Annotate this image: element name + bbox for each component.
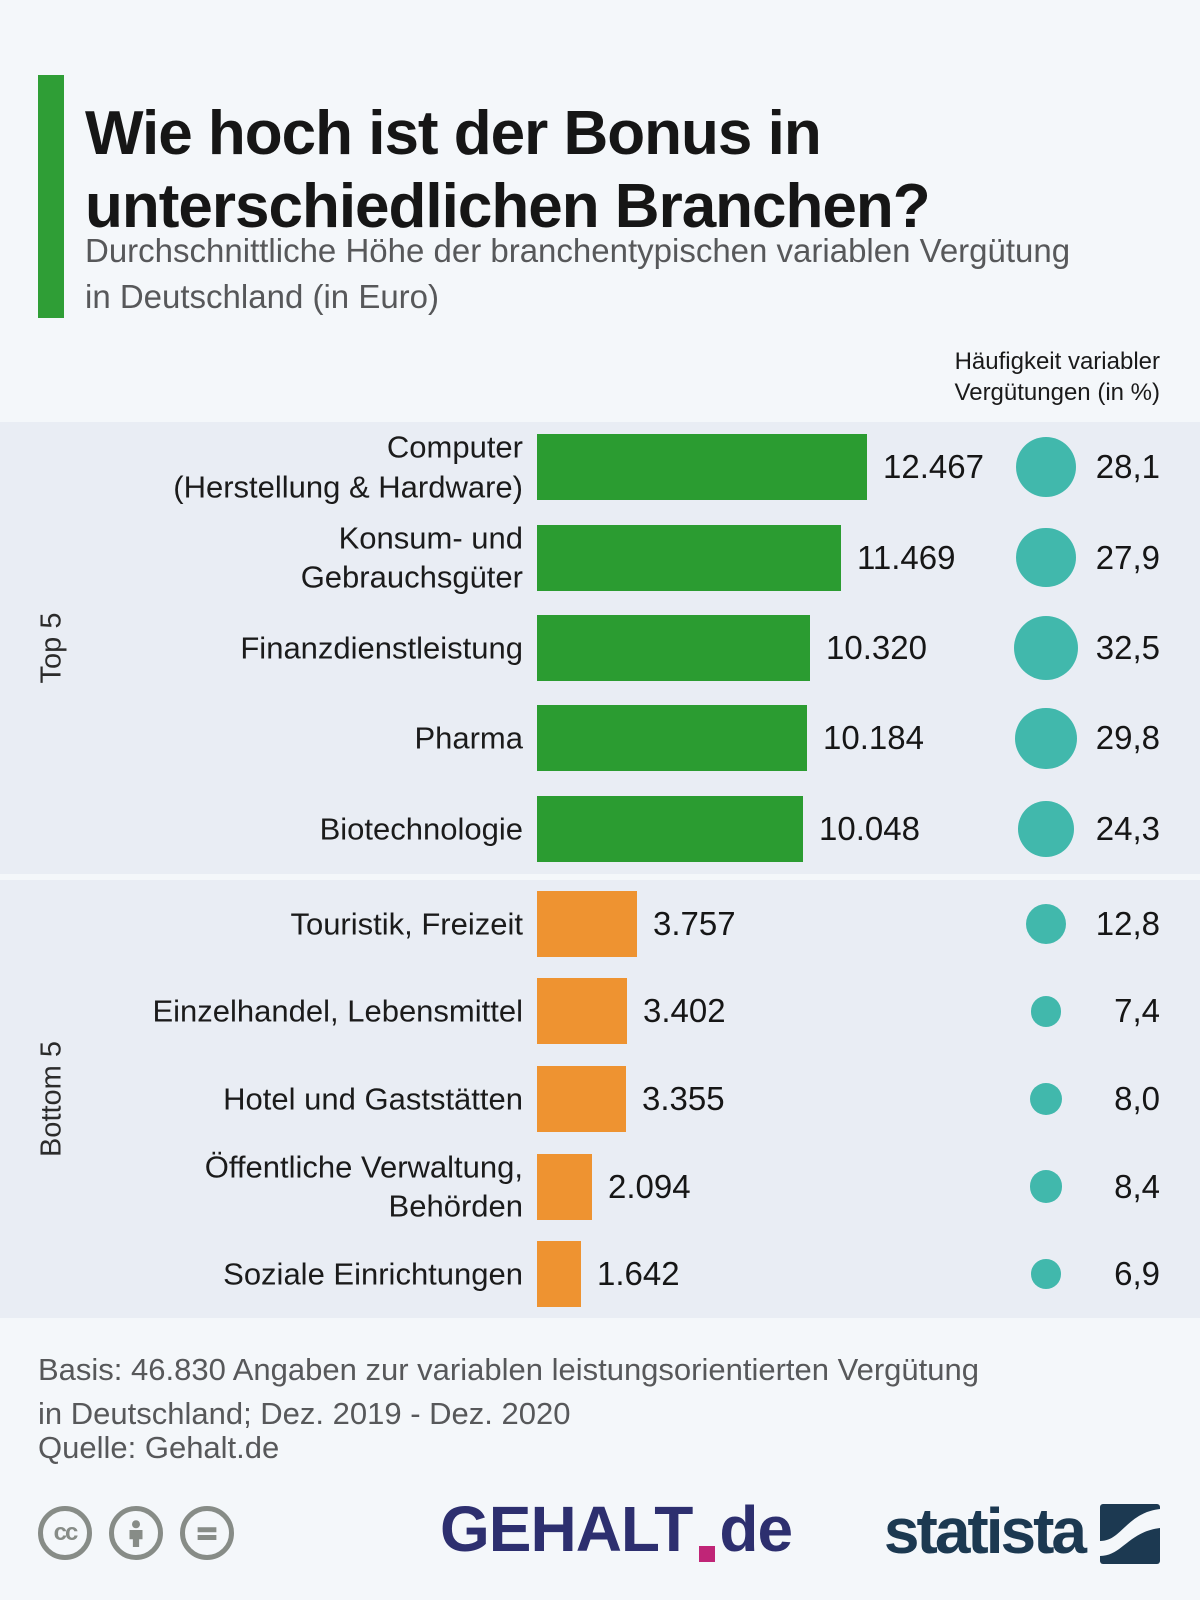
frequency-bubble — [1016, 437, 1076, 498]
title-accent-bar — [38, 75, 64, 318]
basis-line-1: Basis: 46.830 Angaben zur variablen leis… — [38, 1352, 979, 1387]
bar-row: Biotechnologie 10.048 24,3 — [0, 784, 1200, 874]
bar-row: Konsum- und Gebrauchsgüter 11.469 27,9 — [0, 512, 1200, 602]
frequency-label: 29,8 — [1095, 719, 1160, 757]
frequency-label: 28,1 — [1095, 448, 1160, 486]
basis-line-2: in Deutschland; Dez. 2019 - Dez. 2020 — [38, 1396, 571, 1432]
industry-label: Finanzdienstleistung — [240, 630, 523, 666]
bar-row: Hotel und Gaststätten 3.355 8,0 — [0, 1055, 1200, 1143]
cc-icon: cc — [38, 1506, 92, 1560]
page-title: Wie hoch ist der Bonus in unterschiedlic… — [85, 98, 931, 241]
cc-nd-equals-icon — [180, 1506, 234, 1560]
bar-row: Öffentliche Verwaltung, Behörden 2.094 8,4 — [0, 1143, 1200, 1231]
gehalt-logo-suffix: de — [719, 1493, 793, 1565]
industry-label: Computer (Herstellung & Hardware) — [173, 429, 523, 505]
frequency-bubble — [1016, 527, 1076, 588]
frequency-label: 7,4 — [1114, 992, 1160, 1030]
svg-text:cc: cc — [54, 1519, 78, 1546]
frequency-bubble — [1030, 1083, 1062, 1115]
statista-swoosh-icon — [1100, 1504, 1160, 1564]
value-label: 12.467 — [883, 448, 984, 486]
frequency-label: 8,0 — [1114, 1079, 1160, 1117]
frequency-bubble — [1018, 800, 1074, 857]
frequency-bubble — [1013, 615, 1079, 681]
value-bar — [537, 890, 637, 957]
industry-label: Einzelhandel, Lebensmittel — [152, 993, 523, 1029]
frequency-label: 27,9 — [1095, 538, 1160, 576]
industry-label: Soziale Einrichtungen — [223, 1256, 523, 1292]
frequency-label: 12,8 — [1095, 904, 1160, 942]
value-bar — [537, 1241, 581, 1308]
frequency-label: 24,3 — [1095, 809, 1160, 847]
bottom5-band: Bottom 5 Touristik, Freizeit 3.757 12,8 Ein… — [0, 880, 1200, 1318]
frequency-label: 6,9 — [1114, 1255, 1160, 1293]
frequency-bubble — [1015, 707, 1077, 770]
bottom5-rows: Touristik, Freizeit 3.757 12,8 Einzelhandel… — [0, 880, 1200, 1318]
gehalt-logo-dot — [699, 1546, 716, 1562]
value-label: 1.642 — [597, 1255, 680, 1293]
value-label: 3.355 — [642, 1079, 725, 1117]
industry-label: Öffentliche Verwaltung, Behörden — [204, 1149, 523, 1224]
value-bar — [537, 795, 803, 862]
frequency-bubble — [1031, 1259, 1061, 1290]
top5-band: Top 5 Computer (Herstellung & Hardware) 12… — [0, 422, 1200, 874]
top5-rows: Computer (Herstellung & Hardware) 12.467 28… — [0, 422, 1200, 874]
bubble-legend-note: Häufigkeit variabler Vergütungen (in %) — [954, 348, 1160, 406]
value-bar — [537, 615, 810, 682]
basis-note: Basis: 46.830 Angaben zur variablen leis… — [38, 1348, 979, 1436]
industry-label: Hotel und Gaststätten — [223, 1081, 523, 1117]
bar-row: Einzelhandel, Lebensmittel 3.402 7,4 — [0, 968, 1200, 1056]
value-bar — [537, 524, 841, 591]
industry-label: Pharma — [414, 720, 523, 756]
source-note: Quelle: Gehalt.de — [38, 1430, 280, 1465]
bar-row: Soziale Einrichtungen 1.642 6,9 — [0, 1230, 1200, 1318]
value-label: 11.469 — [857, 538, 956, 576]
bar-row: Pharma 10.184 29,8 — [0, 693, 1200, 783]
value-label: 10.184 — [823, 719, 924, 757]
statista-logo: statista — [884, 1498, 1160, 1564]
frequency-bubble — [1025, 903, 1067, 945]
value-bar — [537, 1153, 592, 1220]
frequency-label: 8,4 — [1114, 1167, 1160, 1205]
value-bar — [537, 705, 807, 772]
statista-logo-text: statista — [883, 1495, 1087, 1567]
frequency-bubble — [1030, 996, 1062, 1027]
bar-row: Touristik, Freizeit 3.757 12,8 — [0, 880, 1200, 968]
value-label: 3.757 — [653, 904, 736, 942]
frequency-bubble — [1029, 1170, 1063, 1203]
value-label: 3.402 — [643, 992, 726, 1030]
industry-label: Konsum- und Gebrauchsgüter — [300, 520, 523, 595]
value-bar — [537, 1065, 626, 1132]
industry-label: Touristik, Freizeit — [290, 906, 523, 942]
cc-license-badges: cc — [38, 1506, 234, 1560]
gehalt-logo-text: GEHALT — [440, 1493, 693, 1565]
value-bar — [537, 434, 867, 501]
gehalt-de-logo: GEHALT de — [440, 1492, 793, 1566]
industry-label: Biotechnologie — [319, 811, 523, 847]
value-label: 2.094 — [608, 1167, 691, 1205]
value-bar — [537, 978, 627, 1045]
bar-row: Finanzdienstleistung 10.320 32,5 — [0, 603, 1200, 693]
bar-row: Computer (Herstellung & Hardware) 12.467 28… — [0, 422, 1200, 512]
page-subtitle: Durchschnittliche Höhe der branchentypis… — [85, 232, 1071, 315]
cc-by-person-icon — [109, 1506, 163, 1560]
frequency-label: 32,5 — [1095, 629, 1160, 667]
value-label: 10.320 — [826, 629, 927, 667]
value-label: 10.048 — [819, 809, 920, 847]
